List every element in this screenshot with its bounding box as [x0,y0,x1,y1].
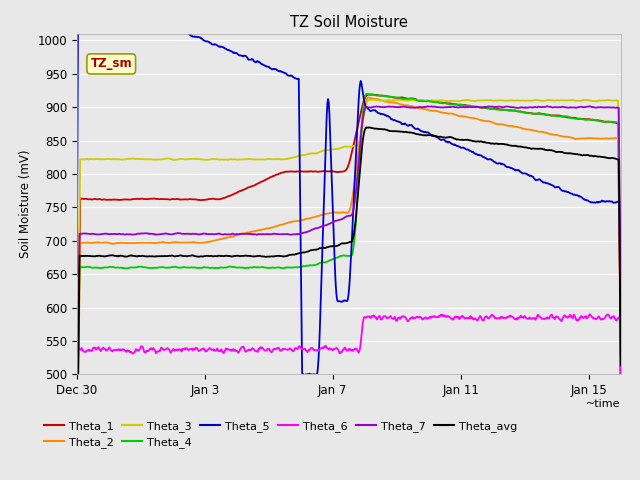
Theta_7 [617,330,625,336]
Theta_2 [365,95,372,100]
Line: Theta_4: Theta_4 [77,94,621,480]
Text: TZ_sm: TZ_sm [90,58,132,71]
Theta_2 [106,240,114,246]
Theta_6 [419,316,427,322]
Theta_5 [107,0,115,4]
Theta_7 [419,104,427,110]
Theta_5 [420,130,428,135]
Theta_avg [404,129,412,135]
Theta_avg [420,132,428,138]
Theta_7 [543,103,551,109]
Line: Theta_2: Theta_2 [77,97,621,475]
Theta_1 [486,106,494,112]
Theta_3 [106,156,114,162]
Theta_3 [420,97,428,103]
Theta_avg [73,479,81,480]
Theta_6 [486,315,493,321]
Theta_7 [541,104,549,110]
Theta_2 [542,130,550,135]
Line: Theta_7: Theta_7 [77,106,621,471]
Theta_7 [403,104,411,110]
Theta_3 [73,432,81,437]
Theta_7 [73,468,81,474]
Theta_5 [73,274,81,279]
Theta_3 [542,97,550,103]
Line: Theta_avg: Theta_avg [77,127,621,480]
Theta_1 [404,96,412,102]
Theta_avg [106,252,114,258]
Theta_4 [617,340,625,346]
Theta_2 [420,106,428,112]
Theta_3 [390,97,397,103]
Theta_3 [369,97,377,103]
Theta_5 [486,156,494,162]
Theta_1 [73,450,81,456]
Line: Theta_6: Theta_6 [77,314,621,480]
Theta_1 [617,355,625,360]
Theta_4 [404,96,412,102]
Line: Theta_1: Theta_1 [77,95,621,453]
Theta_2 [73,472,81,478]
Theta_7 [486,104,493,109]
Theta_4 [420,98,428,104]
Theta_2 [486,119,494,124]
Theta_6 [617,414,625,420]
Theta_3 [486,97,494,103]
Title: TZ Soil Moisture: TZ Soil Moisture [290,15,408,30]
Y-axis label: Soil Moisture (mV): Soil Moisture (mV) [19,150,32,258]
Theta_avg [486,141,494,146]
Theta_6 [403,317,411,323]
Theta_4 [106,264,114,270]
Theta_5 [390,117,397,123]
Theta_4 [486,106,494,111]
Theta_avg [365,124,372,130]
Line: Theta_5: Theta_5 [77,0,621,405]
Theta_7 [106,231,114,237]
Theta_5 [617,402,625,408]
Theta_3 [404,97,412,103]
Theta_7 [389,104,397,109]
Theta_4 [542,112,550,118]
Theta_6 [541,316,549,322]
Theta_avg [542,147,550,153]
Legend: Theta_1, Theta_2, Theta_3, Theta_4, Theta_5, Theta_6, Theta_7, Theta_avg: Theta_1, Theta_2, Theta_3, Theta_4, Thet… [44,421,517,448]
Theta_5 [542,180,550,186]
Theta_4 [363,91,371,97]
X-axis label: ~time: ~time [586,398,621,408]
Theta_1 [420,98,428,104]
Theta_1 [364,92,372,97]
Theta_4 [390,94,397,100]
Theta_1 [106,197,114,203]
Theta_avg [390,128,397,134]
Theta_5 [404,123,412,129]
Line: Theta_3: Theta_3 [77,100,621,434]
Theta_1 [390,95,397,100]
Theta_2 [404,103,412,108]
Theta_6 [106,346,114,352]
Theta_2 [390,99,397,105]
Theta_6 [586,312,593,317]
Theta_1 [542,112,550,118]
Theta_6 [389,316,397,322]
Theta_3 [617,341,625,347]
Theta_2 [617,363,625,369]
Theta_avg [617,362,625,368]
